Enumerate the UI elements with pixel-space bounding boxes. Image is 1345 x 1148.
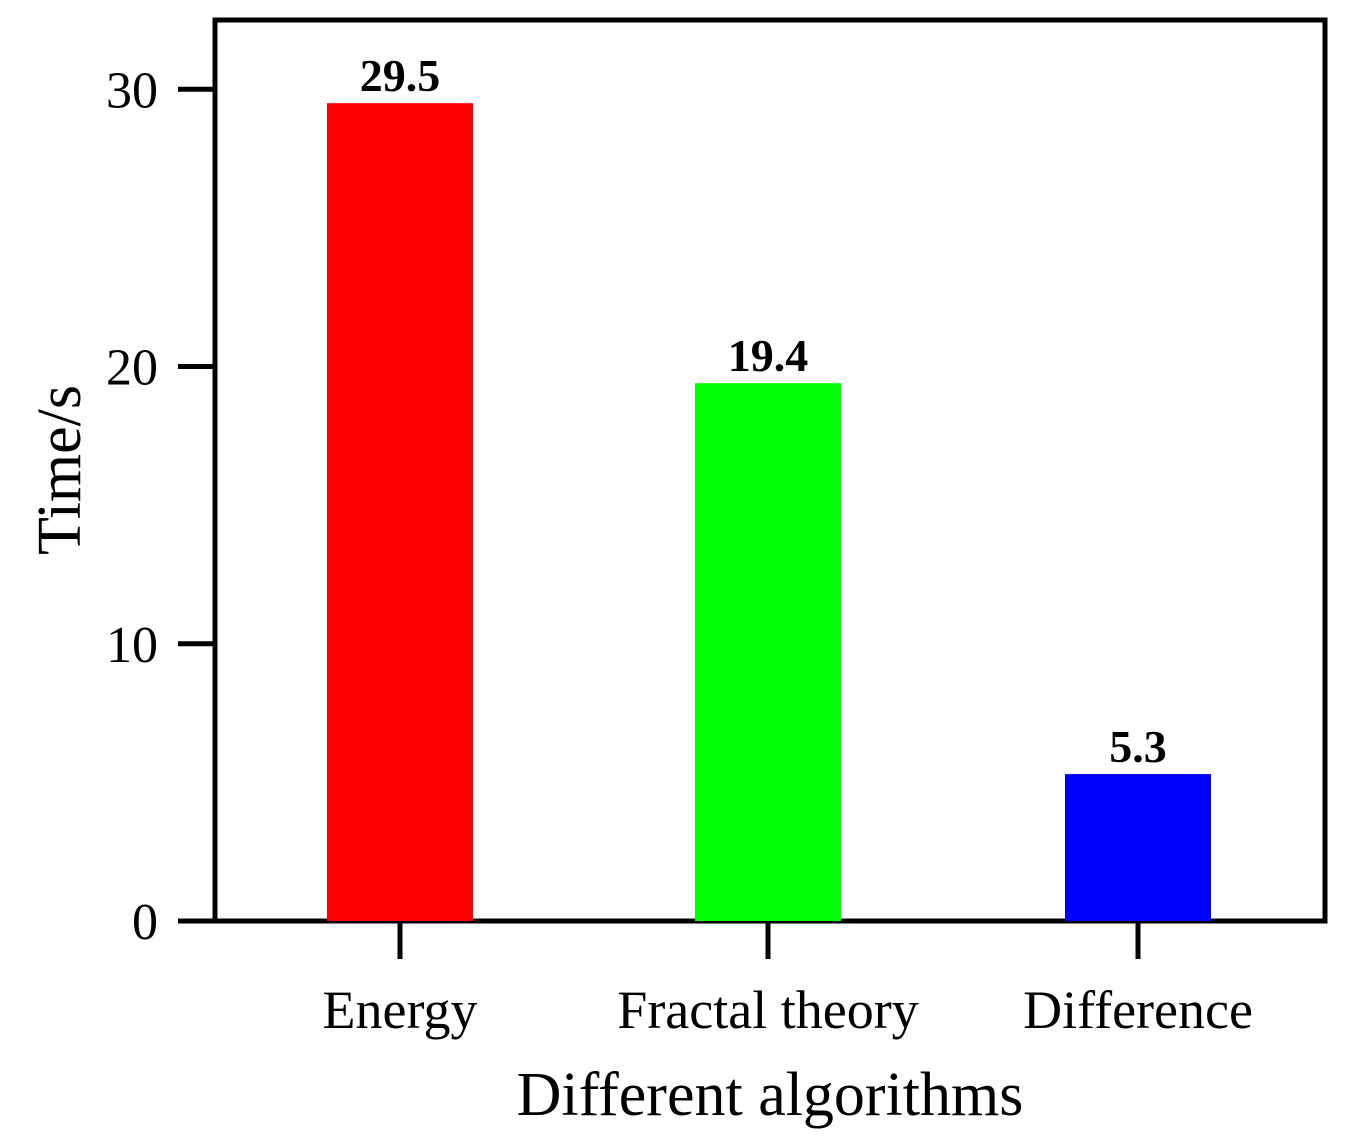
y-tick-label: 10 <box>106 617 158 674</box>
x-tick-label: Energy <box>323 980 478 1040</box>
value-label: 19.4 <box>728 330 809 381</box>
y-axis: 0 10 20 30 <box>106 62 215 951</box>
x-tick-label: Fractal theory <box>617 980 918 1040</box>
x-axis-title: Different algorithms <box>517 1061 1024 1129</box>
value-labels-layer: 29.5 19.4 5.3 <box>360 50 1167 772</box>
y-axis-title: Time/s <box>26 385 94 555</box>
value-label: 29.5 <box>360 50 441 101</box>
bars-layer <box>327 103 1211 921</box>
value-label: 5.3 <box>1109 721 1167 772</box>
bar-difference <box>1065 774 1211 921</box>
y-tick-label: 30 <box>106 62 158 119</box>
x-tick-label: Difference <box>1023 980 1253 1040</box>
bar-fractal-theory <box>695 383 841 921</box>
y-tick-label: 20 <box>106 340 158 397</box>
bar-energy <box>327 103 473 921</box>
x-axis: Energy Fractal theory Difference <box>323 921 1253 1040</box>
y-tick-label: 0 <box>132 894 158 951</box>
